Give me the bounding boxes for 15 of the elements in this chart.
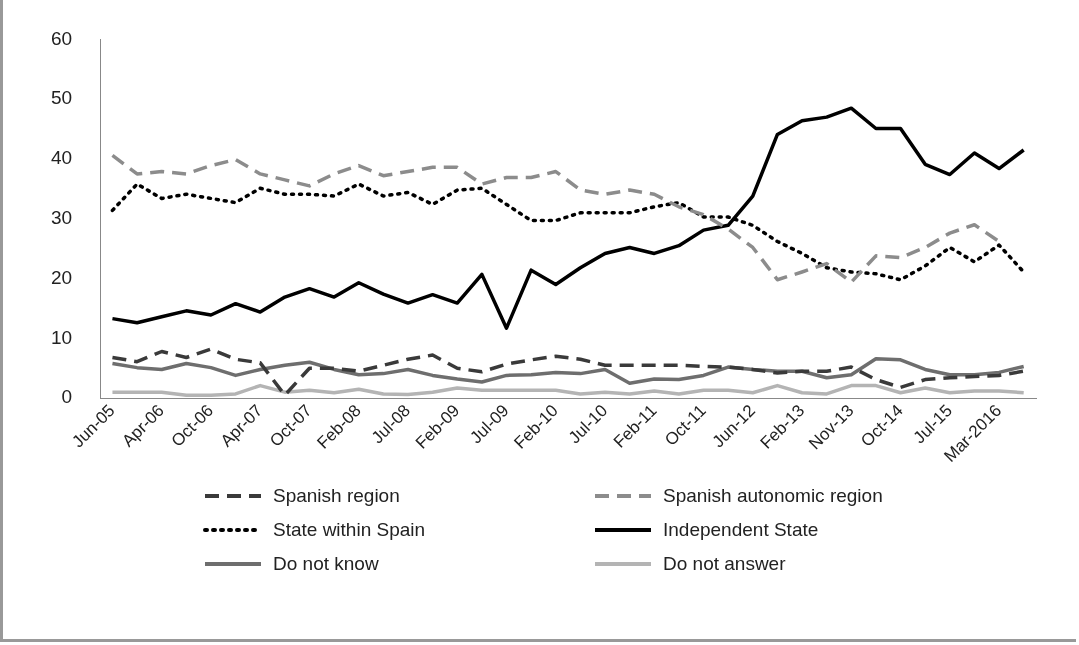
y-tick-label: 10 [50,326,73,348]
y-tick-label: 60 [50,27,73,49]
y-tick-label: 20 [50,266,73,288]
legend-label: Independent State [663,519,819,541]
y-tick-label: 30 [50,207,73,228]
legend-label: Do not know [273,553,379,575]
y-tick-label: 0 [61,386,73,408]
legend-label: Spanish autonomic region [663,485,883,507]
y-tick-label: 50 [50,87,73,109]
legend-label: State within Spain [273,519,426,541]
legend-label: Spanish region [273,485,400,507]
y-tick-label: 40 [50,147,73,169]
legend-label: Do not answer [663,553,786,575]
line-series [110,153,1001,284]
line-series [110,347,1026,397]
